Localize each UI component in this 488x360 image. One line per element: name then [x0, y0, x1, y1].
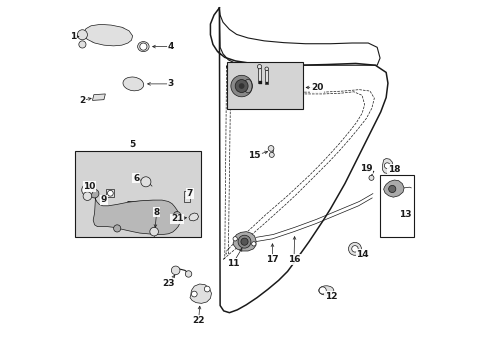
Bar — [265, 82, 266, 84]
Text: 13: 13 — [398, 210, 410, 219]
Circle shape — [204, 286, 210, 292]
Circle shape — [257, 64, 261, 69]
Bar — [258, 68, 261, 83]
Circle shape — [79, 41, 86, 48]
Text: 21: 21 — [170, 214, 183, 223]
Text: 23: 23 — [162, 279, 174, 288]
Circle shape — [241, 238, 247, 245]
Text: 10: 10 — [83, 182, 96, 191]
Circle shape — [319, 287, 325, 294]
Text: 7: 7 — [186, 189, 193, 198]
Text: 5: 5 — [129, 140, 136, 149]
Polygon shape — [188, 213, 198, 221]
Bar — [266, 82, 267, 84]
Text: 9: 9 — [101, 195, 107, 204]
Circle shape — [264, 67, 268, 71]
Circle shape — [149, 227, 158, 236]
Text: 12: 12 — [325, 292, 337, 301]
Polygon shape — [233, 231, 255, 251]
Circle shape — [233, 237, 237, 241]
Text: 16: 16 — [287, 255, 300, 264]
Circle shape — [384, 163, 389, 168]
Polygon shape — [81, 24, 132, 46]
Circle shape — [77, 30, 87, 40]
Bar — [379, 175, 413, 237]
Circle shape — [251, 242, 255, 246]
Bar — [261, 81, 262, 84]
Bar — [183, 192, 190, 202]
Circle shape — [83, 192, 92, 201]
Circle shape — [171, 266, 180, 275]
Circle shape — [185, 271, 191, 277]
Circle shape — [230, 75, 252, 97]
Bar — [106, 189, 114, 197]
Text: 11: 11 — [226, 259, 239, 268]
Polygon shape — [93, 194, 180, 234]
Bar — [265, 70, 267, 84]
Ellipse shape — [244, 79, 251, 93]
Circle shape — [140, 43, 147, 50]
Ellipse shape — [123, 77, 143, 91]
Text: 8: 8 — [153, 208, 160, 217]
Text: 6: 6 — [133, 174, 139, 183]
Circle shape — [90, 189, 99, 198]
Text: 18: 18 — [387, 165, 400, 174]
Text: 15: 15 — [248, 151, 260, 160]
Polygon shape — [382, 158, 392, 174]
Text: 4: 4 — [167, 42, 174, 51]
Circle shape — [348, 242, 361, 255]
Circle shape — [113, 225, 121, 232]
Circle shape — [173, 212, 180, 219]
Text: 17: 17 — [265, 255, 278, 264]
Circle shape — [238, 235, 250, 248]
Text: 1: 1 — [70, 32, 76, 41]
Text: 3: 3 — [167, 80, 174, 89]
Circle shape — [235, 80, 247, 93]
Circle shape — [267, 145, 273, 151]
Circle shape — [368, 175, 373, 180]
Text: 19: 19 — [359, 164, 372, 173]
Bar — [260, 81, 261, 84]
Circle shape — [81, 184, 93, 196]
Bar — [75, 151, 201, 237]
Ellipse shape — [137, 41, 149, 51]
Text: 20: 20 — [310, 83, 323, 92]
Bar — [258, 81, 260, 84]
Circle shape — [238, 83, 244, 89]
Circle shape — [141, 177, 151, 187]
Polygon shape — [92, 94, 105, 100]
Circle shape — [388, 185, 395, 193]
Circle shape — [107, 190, 113, 196]
Bar — [227, 62, 302, 109]
Circle shape — [351, 246, 357, 252]
Text: 14: 14 — [356, 250, 368, 259]
Polygon shape — [383, 180, 403, 197]
Circle shape — [191, 291, 197, 297]
Text: 2: 2 — [79, 96, 85, 105]
Ellipse shape — [318, 286, 333, 295]
Circle shape — [269, 152, 274, 157]
Polygon shape — [190, 284, 211, 303]
Text: 22: 22 — [192, 316, 204, 325]
